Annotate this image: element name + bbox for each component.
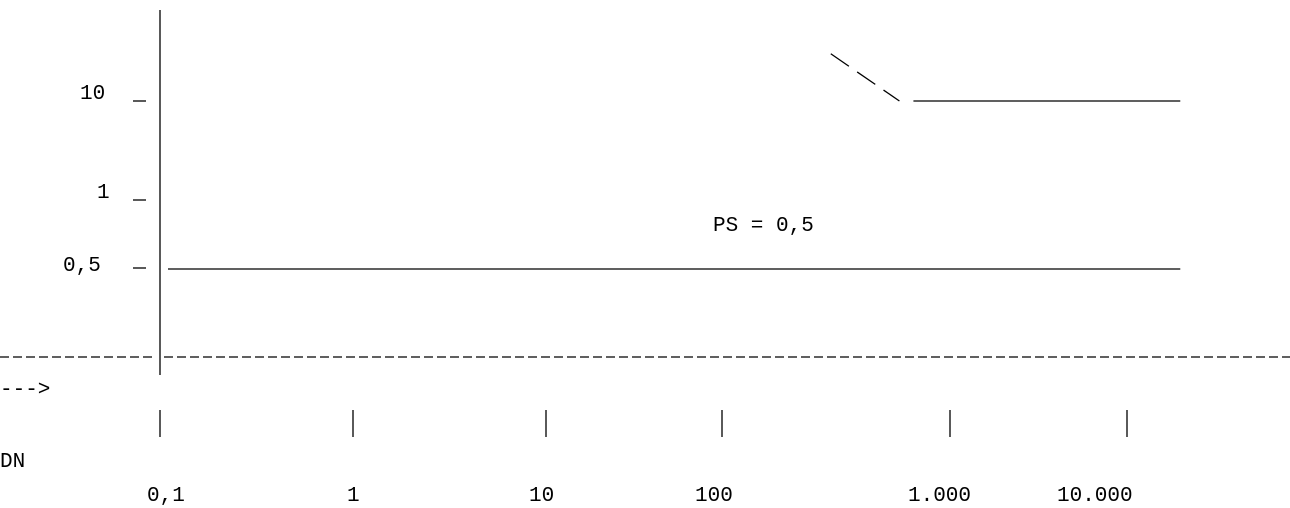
- ps-annotation: PS = 0,5: [713, 215, 814, 238]
- y-tick-label: 0,5: [63, 255, 101, 278]
- x-tick-label: 100: [695, 485, 733, 508]
- x-axis-title: DN: [0, 451, 26, 474]
- y-tick-label: 1: [97, 182, 110, 205]
- x-tick-label: 1: [347, 485, 360, 508]
- axis-arrow: --->: [0, 379, 51, 402]
- series-line-upper-segment: [830, 53, 900, 102]
- x-tick-label: 10.000: [1057, 485, 1133, 508]
- x-tick-label: 10: [529, 485, 555, 508]
- y-tick-label: 10: [80, 83, 106, 106]
- x-tick-label: 1.000: [908, 485, 972, 508]
- x-tick-label: 0,1: [147, 485, 185, 508]
